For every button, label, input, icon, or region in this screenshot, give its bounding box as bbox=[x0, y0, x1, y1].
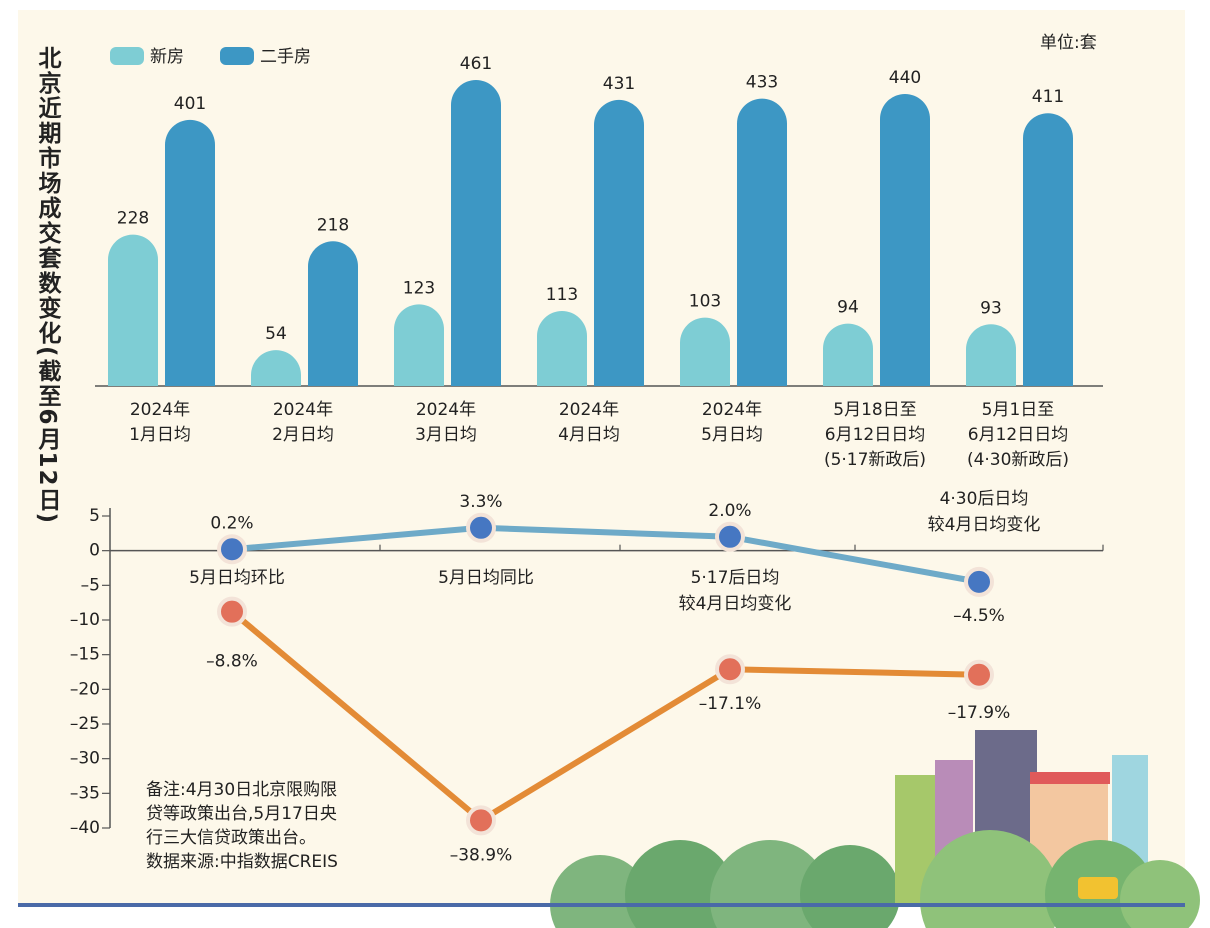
value-label: 3.3% bbox=[459, 492, 502, 512]
x-tick-label: 5·17后日均较4月日均变化 bbox=[679, 568, 792, 614]
y-tick-label: 0 bbox=[89, 541, 100, 561]
x-tick-label: 5月18日至 6月12日日均(5·17新政后) bbox=[824, 400, 926, 470]
value-label: 113 bbox=[546, 285, 578, 305]
unit-label: 单位:套 bbox=[1040, 33, 1097, 53]
value-label: 2.0% bbox=[708, 501, 751, 521]
value-label: 103 bbox=[689, 292, 721, 312]
x-tick-label: 4·30后日均较4月日均变化 bbox=[928, 489, 1041, 535]
y-tick-label: –10 bbox=[70, 610, 100, 630]
bar bbox=[165, 119, 215, 386]
y-tick-label: 5 bbox=[89, 506, 100, 526]
chart-title: 北京近期市场成交套数变化(截至6月12日) bbox=[34, 46, 60, 526]
value-label: 411 bbox=[1032, 87, 1064, 107]
bottom-rule bbox=[18, 903, 1185, 907]
y-tick-label: –25 bbox=[70, 714, 100, 734]
bar bbox=[594, 99, 644, 386]
value-label: –8.8% bbox=[206, 652, 258, 672]
decoration bbox=[550, 730, 1200, 928]
x-tick-label: 2024年 1月日均 bbox=[129, 400, 191, 445]
annotation: 贷等政策出台,5月17日央 bbox=[146, 804, 337, 824]
x-tick-label: 2024年 3月日均 bbox=[415, 400, 477, 445]
value-label: –17.1% bbox=[699, 694, 762, 714]
x-tick-label: 5月日均同比 bbox=[438, 568, 534, 588]
x-tick-label: 2024年 5月日均 bbox=[701, 400, 763, 445]
bar bbox=[108, 234, 158, 386]
marker bbox=[964, 659, 994, 690]
bar bbox=[737, 98, 787, 386]
value-label: 440 bbox=[889, 68, 921, 88]
x-tick-label: 2024年 4月日均 bbox=[558, 400, 620, 445]
value-label: 433 bbox=[746, 73, 778, 93]
value-label: 93 bbox=[980, 298, 1002, 318]
bar bbox=[537, 310, 587, 386]
marker bbox=[715, 521, 745, 552]
value-label: 94 bbox=[837, 298, 859, 318]
bar bbox=[680, 317, 730, 386]
value-label: 218 bbox=[317, 215, 349, 235]
x-tick-label: 5月日均环比 bbox=[189, 568, 285, 588]
y-tick-label: –5 bbox=[81, 575, 100, 595]
bar bbox=[451, 80, 501, 386]
value-label: 54 bbox=[265, 324, 287, 344]
value-label: 461 bbox=[460, 54, 492, 74]
y-tick-label: –20 bbox=[70, 679, 100, 699]
value-label: 0.2% bbox=[210, 513, 253, 533]
annotation: 行三大信贷政策出台。 bbox=[146, 828, 316, 848]
line bbox=[231, 524, 980, 585]
value-label: 123 bbox=[403, 278, 435, 298]
value-label: 431 bbox=[603, 74, 635, 94]
marker bbox=[715, 654, 745, 685]
legend-label: 新房 bbox=[150, 47, 184, 67]
y-tick-label: –15 bbox=[70, 645, 100, 665]
legend-label: 二手房 bbox=[260, 47, 311, 67]
x-tick-label: 2024年 2月日均 bbox=[272, 400, 334, 445]
bar bbox=[308, 241, 358, 386]
bar bbox=[1023, 113, 1073, 386]
marker bbox=[217, 596, 247, 627]
bar bbox=[880, 93, 930, 386]
marker bbox=[964, 566, 994, 597]
notes: 备注:4月30日北京限购限贷等政策出台,5月17日央行三大信贷政策出台。数据来源… bbox=[146, 780, 338, 872]
annotation: 数据来源:中指数据CREIS bbox=[146, 852, 338, 872]
bar bbox=[823, 323, 873, 386]
bar bbox=[966, 324, 1016, 386]
marker bbox=[217, 534, 247, 565]
bar bbox=[394, 304, 444, 386]
line bbox=[230, 609, 980, 824]
value-label: –17.9% bbox=[948, 703, 1011, 723]
marker bbox=[466, 512, 496, 543]
y-tick-label: –30 bbox=[70, 749, 100, 769]
marker bbox=[466, 805, 496, 836]
value-label: 401 bbox=[174, 94, 206, 114]
annotation: 备注:4月30日北京限购限 bbox=[146, 780, 337, 800]
bar bbox=[251, 350, 301, 386]
value-label: –38.9% bbox=[450, 845, 513, 865]
y-tick-label: –35 bbox=[70, 783, 100, 803]
y-tick-label: –40 bbox=[70, 818, 100, 838]
value-label: 228 bbox=[117, 209, 149, 229]
legend-swatch bbox=[110, 47, 144, 65]
x-tick-label: 5月1日至 6月12日日均(4·30新政后) bbox=[967, 400, 1069, 470]
legend-swatch bbox=[220, 47, 254, 65]
value-label: –4.5% bbox=[953, 606, 1005, 626]
